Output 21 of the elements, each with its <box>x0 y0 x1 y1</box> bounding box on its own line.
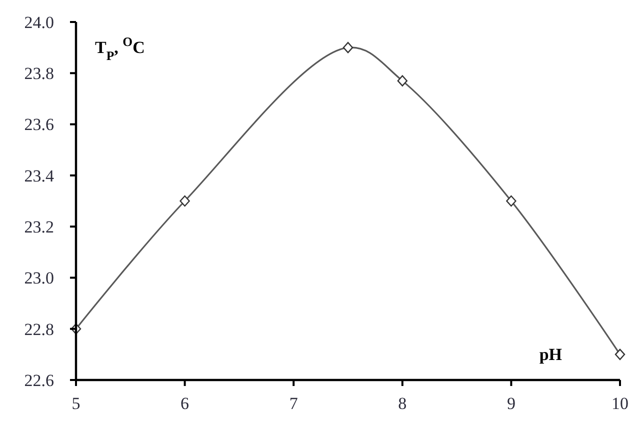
x-tick-label: 10 <box>612 394 628 413</box>
point <box>180 195 190 207</box>
y-tick-label: 23.8 <box>24 64 54 84</box>
point <box>397 75 408 86</box>
x-tick-label: 8 <box>398 394 407 413</box>
x-axis-title: pH <box>539 345 562 364</box>
y-tick-label: 23.0 <box>24 268 54 288</box>
y-tick-label: 23.2 <box>24 218 54 237</box>
y-tick-label: 23.4 <box>24 166 54 186</box>
y-tick-label: 23.6 <box>24 115 54 134</box>
point <box>342 42 354 54</box>
y-axis-title: T$_{P}$, $^{O}$C <box>95 35 145 63</box>
y-tick-label: 22.6 <box>24 370 54 390</box>
x-tick-label: 5 <box>72 394 80 413</box>
point <box>614 348 626 360</box>
y-tick-label: 24.0 <box>24 12 54 32</box>
y-tick-label: 22.8 <box>24 320 54 339</box>
x-tick-label: 6 <box>180 394 190 413</box>
x-tick-label: 9 <box>506 394 516 413</box>
x-tick-label: 7 <box>289 394 298 413</box>
point <box>506 195 516 207</box>
